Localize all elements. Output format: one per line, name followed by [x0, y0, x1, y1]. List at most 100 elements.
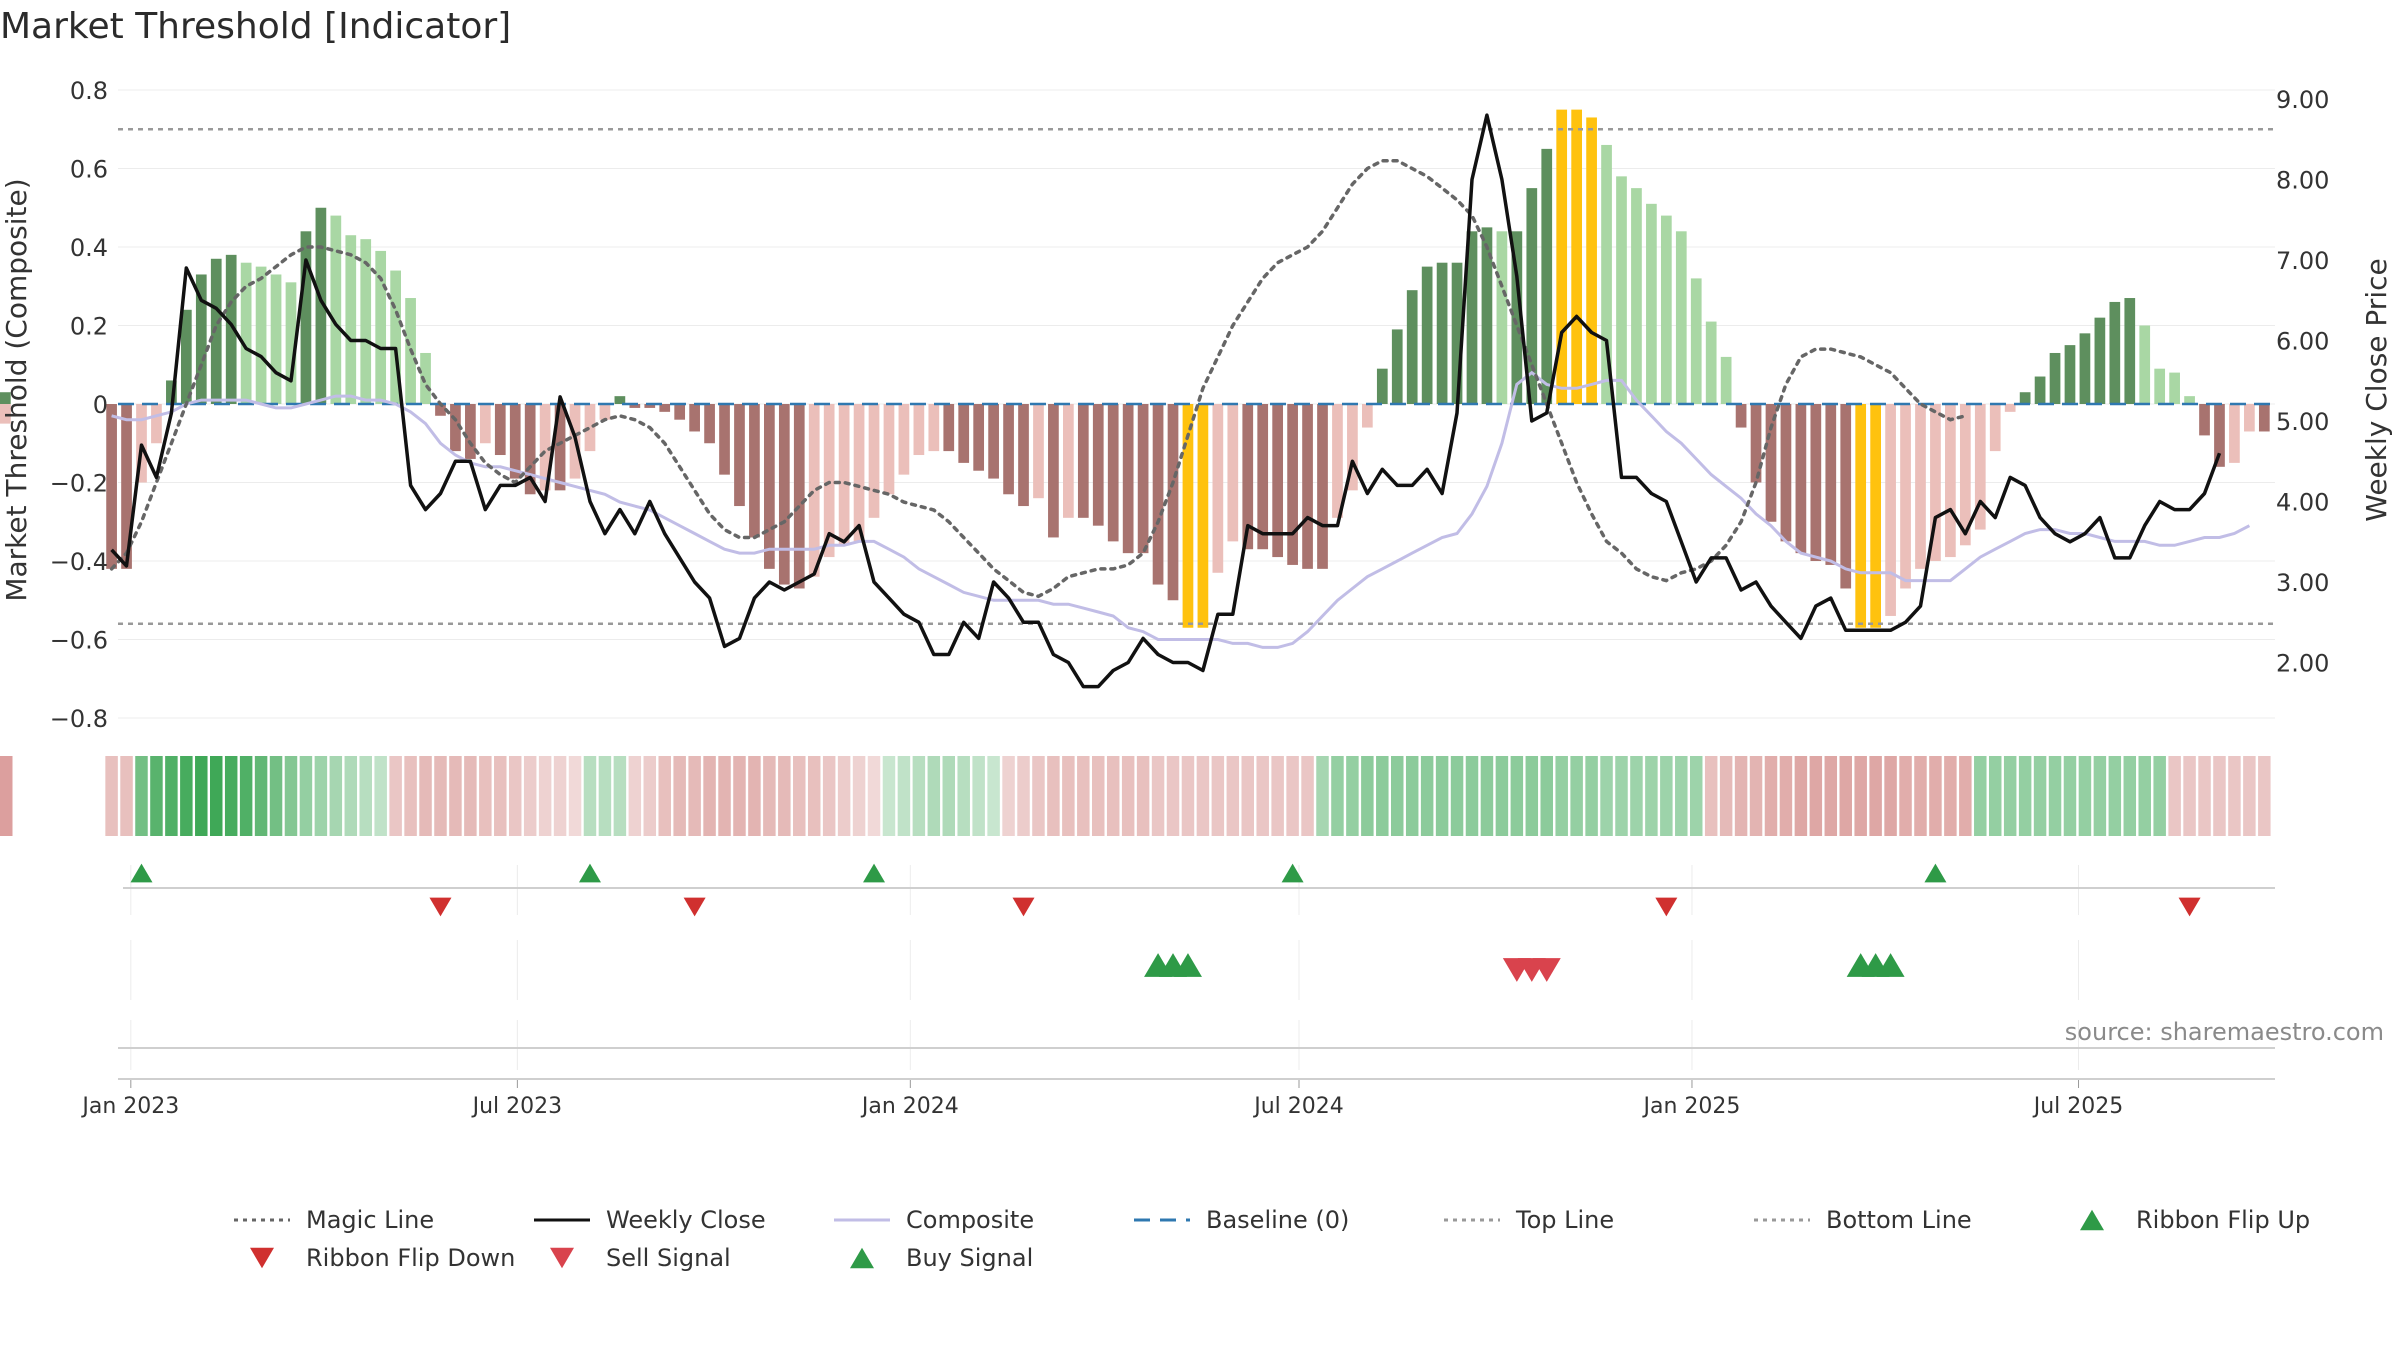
composite-bar [315, 207, 327, 404]
ribbon-flip-down-marker [429, 897, 452, 917]
composite-bar [1511, 231, 1523, 404]
ribbon-cell [2003, 756, 2017, 836]
ribbon-cell [494, 756, 507, 836]
ribbon-cell [1450, 756, 1464, 836]
ribbon-cell [1256, 756, 1269, 836]
ribbon-cell [1241, 756, 1255, 836]
x-tick-label: Jul 2024 [1252, 1094, 1344, 1119]
legend-marker [850, 1247, 874, 1269]
composite-bar [375, 250, 387, 404]
magic-line [109, 158, 1968, 599]
composite-bar [838, 404, 850, 546]
x-tick-label: Jul 2023 [471, 1094, 563, 1119]
ribbon-cell [643, 756, 657, 836]
composite-bar [659, 404, 671, 412]
composite-bar [1795, 404, 1807, 554]
composite-bar [1122, 404, 1134, 554]
composite-bar [1466, 231, 1478, 404]
composite-bar [2154, 368, 2166, 404]
ribbon-cell [1899, 756, 1912, 836]
composite-bar [2079, 333, 2091, 404]
ribbon-cell [1719, 756, 1733, 836]
composite-bar [0, 404, 11, 420]
ribbon-cell [1839, 756, 1852, 836]
ribbon-cell [1914, 756, 1927, 836]
composite-bar [1077, 404, 1089, 518]
composite-bar [1735, 404, 1747, 428]
composite-bar [509, 404, 521, 479]
legend-swatch [250, 1247, 274, 1269]
composite-bar [644, 404, 656, 408]
ribbon-cell [1794, 756, 1808, 836]
ribbon-cell [2063, 756, 2077, 836]
y-tick-label-right: 8.00 [2276, 167, 2329, 195]
ribbon-cell [1435, 756, 1449, 836]
ribbon-cell [209, 756, 223, 836]
composite-bar [1825, 404, 1837, 565]
composite-bar [360, 239, 372, 404]
composite-bar [1586, 117, 1597, 404]
composite-bar [1436, 262, 1448, 404]
ribbon-cell [1809, 756, 1823, 836]
composite-bar [958, 404, 970, 463]
composite-bar [988, 404, 999, 479]
composite-bar [2004, 404, 2016, 412]
legend-swatch [1754, 1218, 1810, 1222]
ribbon-cell [1301, 756, 1314, 836]
ribbon-cell [523, 756, 537, 836]
ribbon-cell [1002, 756, 1015, 836]
ribbon-cell [2018, 756, 2032, 836]
composite-bar [1541, 148, 1553, 404]
composite-bar [853, 404, 865, 542]
weekly-close-line [110, 113, 2222, 689]
x-tick-label: Jul 2025 [2032, 1094, 2124, 1119]
ribbon-cell [957, 756, 970, 836]
ribbon-cell [135, 756, 148, 836]
buy-signal-marker [1876, 953, 1905, 977]
x-tick-label: Jan 2024 [860, 1094, 959, 1119]
ribbon-flip-down-marker [2178, 897, 2201, 917]
ribbon-cell [1346, 756, 1359, 836]
composite-bar [1003, 404, 1014, 495]
ribbon-cell [733, 756, 746, 836]
legend-label: Top Line [1516, 1206, 1615, 1234]
composite-bar [300, 231, 312, 404]
ribbon-cell [404, 756, 417, 836]
ribbon-cell [1570, 756, 1583, 836]
composite-bar [2244, 404, 2255, 432]
composite-bar [1287, 404, 1298, 565]
ribbon-cell [1136, 756, 1150, 836]
composite-bar [240, 262, 252, 404]
composite-bar [2229, 404, 2240, 463]
composite-bar [599, 404, 611, 420]
composite-bar [1646, 203, 1657, 404]
legend-label: Baseline (0) [1206, 1206, 1350, 1234]
y-tick-label-right: 4.00 [2276, 489, 2329, 517]
ribbon-cell [1600, 756, 1613, 836]
ribbon-cell [2138, 756, 2151, 836]
ribbon-cell [1749, 756, 1763, 836]
composite-bar [1137, 404, 1149, 554]
composite-bar [883, 404, 895, 495]
composite-bar [1167, 404, 1179, 601]
ribbon-cell [748, 756, 761, 836]
y-tick-label-left: 0 [93, 391, 108, 419]
composite-bar [1406, 290, 1418, 404]
composite-line [111, 370, 2251, 649]
legend-label: Ribbon Flip Down [306, 1244, 516, 1272]
y-tick-label-left: 0.6 [70, 156, 108, 184]
ribbon-cell [1959, 756, 1972, 836]
ribbon-cell [912, 756, 926, 836]
composite-bar [1915, 404, 1926, 569]
composite-bar [2049, 352, 2061, 404]
ribbon-cell [882, 756, 896, 836]
composite-bar [1227, 404, 1239, 542]
composite-bar [225, 254, 237, 404]
composite-bar [1720, 356, 1732, 404]
ribbon-cell [778, 756, 791, 836]
ribbon-cell [837, 756, 851, 836]
ribbon-cell [793, 756, 806, 836]
y-axis-right-label: Weekly Close Price [2360, 258, 2393, 521]
composite-bar [2139, 325, 2151, 404]
ribbon-cell [1884, 756, 1897, 836]
